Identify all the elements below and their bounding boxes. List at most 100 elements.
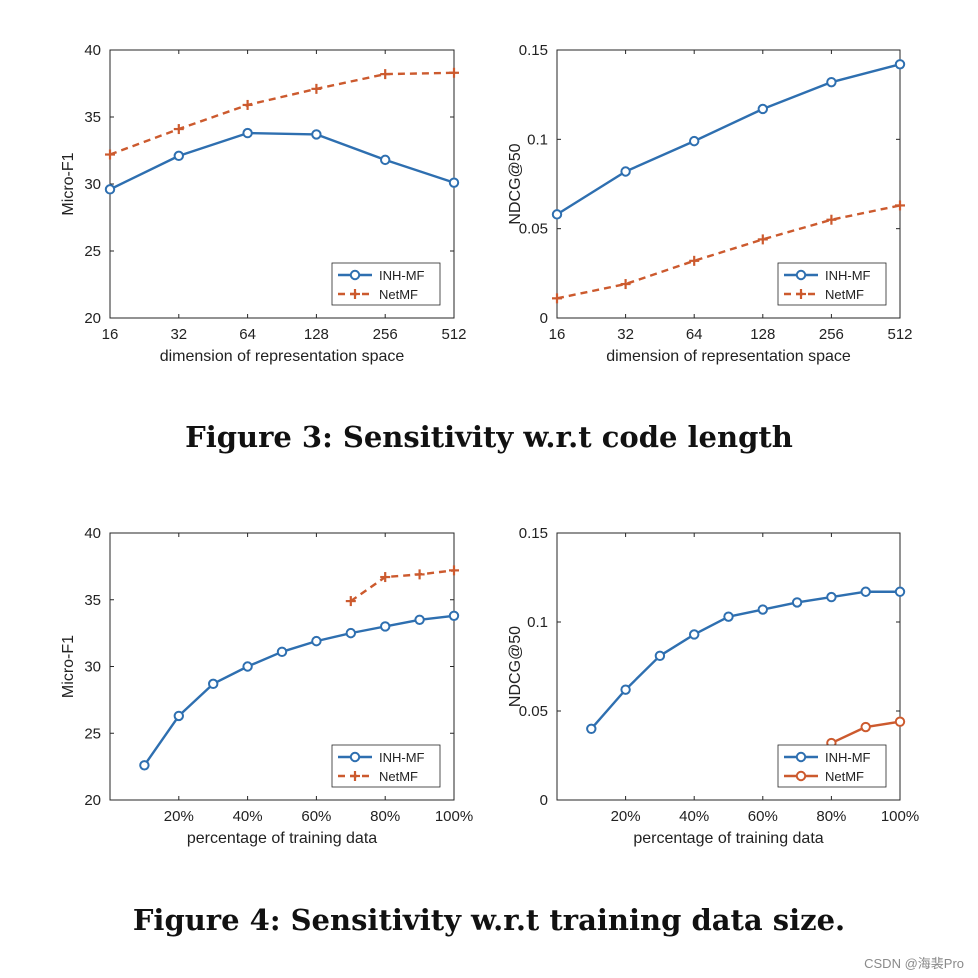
data-point — [105, 149, 115, 160]
legend-marker — [350, 289, 360, 299]
data-point — [860, 586, 871, 597]
data-point — [723, 611, 734, 622]
figure-4-caption: Figure 4: Sensitivity w.r.t training dat… — [132, 903, 846, 937]
data-point — [380, 572, 391, 583]
series-line — [590, 590, 900, 730]
data-point — [551, 209, 563, 220]
data-point — [311, 83, 322, 94]
legend-marker — [349, 751, 361, 763]
y-tick-label: 0.1 — [527, 614, 548, 631]
series-line — [109, 131, 455, 191]
legend-box — [777, 262, 887, 306]
watermark: CSDN @海裴Pro — [864, 956, 964, 971]
x-tick-label: 256 — [819, 326, 844, 343]
data-point — [586, 723, 597, 734]
x-tick-label: 64 — [686, 326, 703, 343]
data-point — [242, 661, 253, 672]
series-inh-mf — [104, 127, 460, 195]
y-tick-label: 30 — [84, 659, 101, 676]
data-point — [104, 184, 116, 195]
data-point — [449, 67, 459, 78]
data-point — [242, 99, 253, 110]
x-tick-label: 80% — [370, 808, 400, 825]
legend-label: INH-MF — [825, 268, 871, 283]
legend-marker — [796, 289, 806, 299]
axes-frame — [556, 532, 901, 801]
data-point — [620, 684, 631, 695]
data-point — [208, 678, 219, 690]
y-axis-label: Micro-F1 — [60, 152, 77, 215]
data-point — [860, 721, 871, 733]
y-tick-label: 20 — [84, 310, 101, 327]
series-netmf — [105, 67, 459, 160]
series-line — [556, 63, 901, 216]
data-point — [449, 565, 459, 576]
data-point — [826, 214, 837, 225]
data-point — [448, 610, 460, 621]
data-point — [139, 760, 150, 771]
chart-panel-4: 0 0.05 0.1 0.15 20% 40% 60% 80% 100% percentage o… — [507, 525, 919, 847]
x-tick-label: 32 — [617, 326, 634, 343]
legend-marker — [349, 269, 361, 281]
data-point — [311, 129, 322, 140]
data-point — [380, 621, 391, 632]
figure-3-caption: Figure 3: Sensitivity w.r.t code length — [185, 420, 793, 454]
y-axis-label: NDCG@50 — [507, 626, 524, 707]
legend-label: NetMF — [825, 769, 864, 784]
data-point — [448, 177, 460, 188]
data-point — [757, 234, 768, 245]
x-axis-label: percentage of training data — [187, 830, 377, 847]
y-axis-label: Micro-F1 — [60, 635, 77, 698]
y-tick-label: 0 — [540, 310, 548, 327]
y-axis-label: NDCG@50 — [507, 143, 524, 224]
x-tick-label: 40% — [679, 808, 709, 825]
data-point — [345, 596, 356, 607]
legend-label: INH-MF — [825, 750, 871, 765]
x-tick-label: 16 — [102, 326, 119, 343]
data-point — [757, 604, 768, 615]
legend-box — [331, 262, 441, 306]
series-inh-mf — [139, 610, 460, 771]
x-tick-label: 128 — [304, 326, 329, 343]
x-tick-label: 256 — [373, 326, 398, 343]
axes-frame — [556, 49, 901, 319]
legend: INH-MF NetMF — [777, 744, 887, 788]
x-axis-label: dimension of representation space — [160, 348, 405, 365]
series-line — [109, 71, 455, 156]
data-point — [894, 716, 906, 727]
data-point — [311, 635, 322, 647]
data-point — [620, 166, 631, 177]
data-point — [826, 591, 837, 603]
x-tick-label: 60% — [301, 808, 331, 825]
data-point — [414, 614, 425, 625]
chart-panel-1: 20 25 30 35 40 16 32 64 128 256 512 dimension of re… — [60, 42, 467, 365]
x-tick-label: 60% — [748, 808, 778, 825]
y-tick-label: 0.05 — [519, 703, 548, 720]
x-tick-label: 16 — [549, 326, 566, 343]
y-tick-label: 25 — [84, 243, 101, 260]
x-tick-label: 40% — [233, 808, 263, 825]
x-tick-label: 512 — [441, 326, 466, 343]
legend-marker — [795, 770, 807, 782]
x-tick-label: 32 — [170, 326, 187, 343]
x-tick-label: 80% — [816, 808, 846, 825]
y-tick-label: 0.1 — [527, 131, 548, 148]
legend-label: NetMF — [379, 769, 418, 784]
chart-panel-3: 20 25 30 35 40 20% 40% 60% 80% 100% percentage of … — [60, 525, 473, 847]
legend-box — [777, 744, 887, 788]
legend: INH-MF NetMF — [777, 262, 887, 306]
x-tick-label: 64 — [239, 326, 256, 343]
data-point — [173, 124, 184, 135]
x-tick-label: 20% — [611, 808, 641, 825]
y-tick-label: 0.15 — [519, 42, 548, 59]
series-netmf — [345, 565, 459, 607]
y-tick-label: 20 — [84, 792, 101, 809]
y-tick-label: 30 — [84, 176, 101, 193]
x-tick-label: 512 — [887, 326, 912, 343]
chart-panel-2: 0 0.05 0.1 0.15 16 32 64 128 256 512 dimension of … — [507, 42, 913, 365]
legend: INH-MF NetMF — [331, 744, 441, 788]
data-point — [380, 69, 391, 80]
x-tick-label: 128 — [750, 326, 775, 343]
data-point — [895, 200, 905, 211]
data-point — [894, 59, 906, 70]
